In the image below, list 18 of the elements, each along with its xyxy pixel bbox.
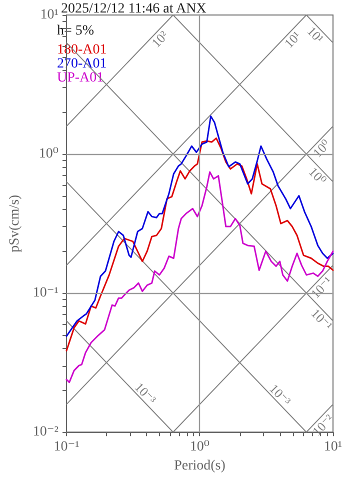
annotation: 10¹: [304, 23, 327, 46]
x-tick-label: 10¹: [324, 440, 342, 455]
y-tick-label: 10⁻¹: [32, 286, 58, 301]
annotation: 10⁻³: [266, 380, 294, 409]
y-tick-label: 10⁰: [38, 146, 59, 162]
y-tick-label: 10¹: [40, 8, 58, 22]
y-tick-label: 10⁻²: [32, 424, 58, 440]
annotation: 10¹: [281, 28, 304, 51]
y-axis-title: pSv(cm/s): [8, 194, 22, 252]
annotation: 10²: [148, 28, 172, 50]
x-tick-label: 10⁻¹: [54, 440, 80, 455]
annotation: 10⁰: [306, 164, 330, 188]
x-tick-label: 10⁰: [190, 440, 210, 455]
annotation: 10⁻¹: [308, 306, 336, 334]
annotation: 10⁻¹: [308, 274, 336, 302]
x-axis-title: Period(s): [174, 458, 226, 474]
chart-title: 2025/12/12 11:46 at ANX: [61, 2, 206, 16]
annotation: 10⁻³: [132, 379, 160, 408]
